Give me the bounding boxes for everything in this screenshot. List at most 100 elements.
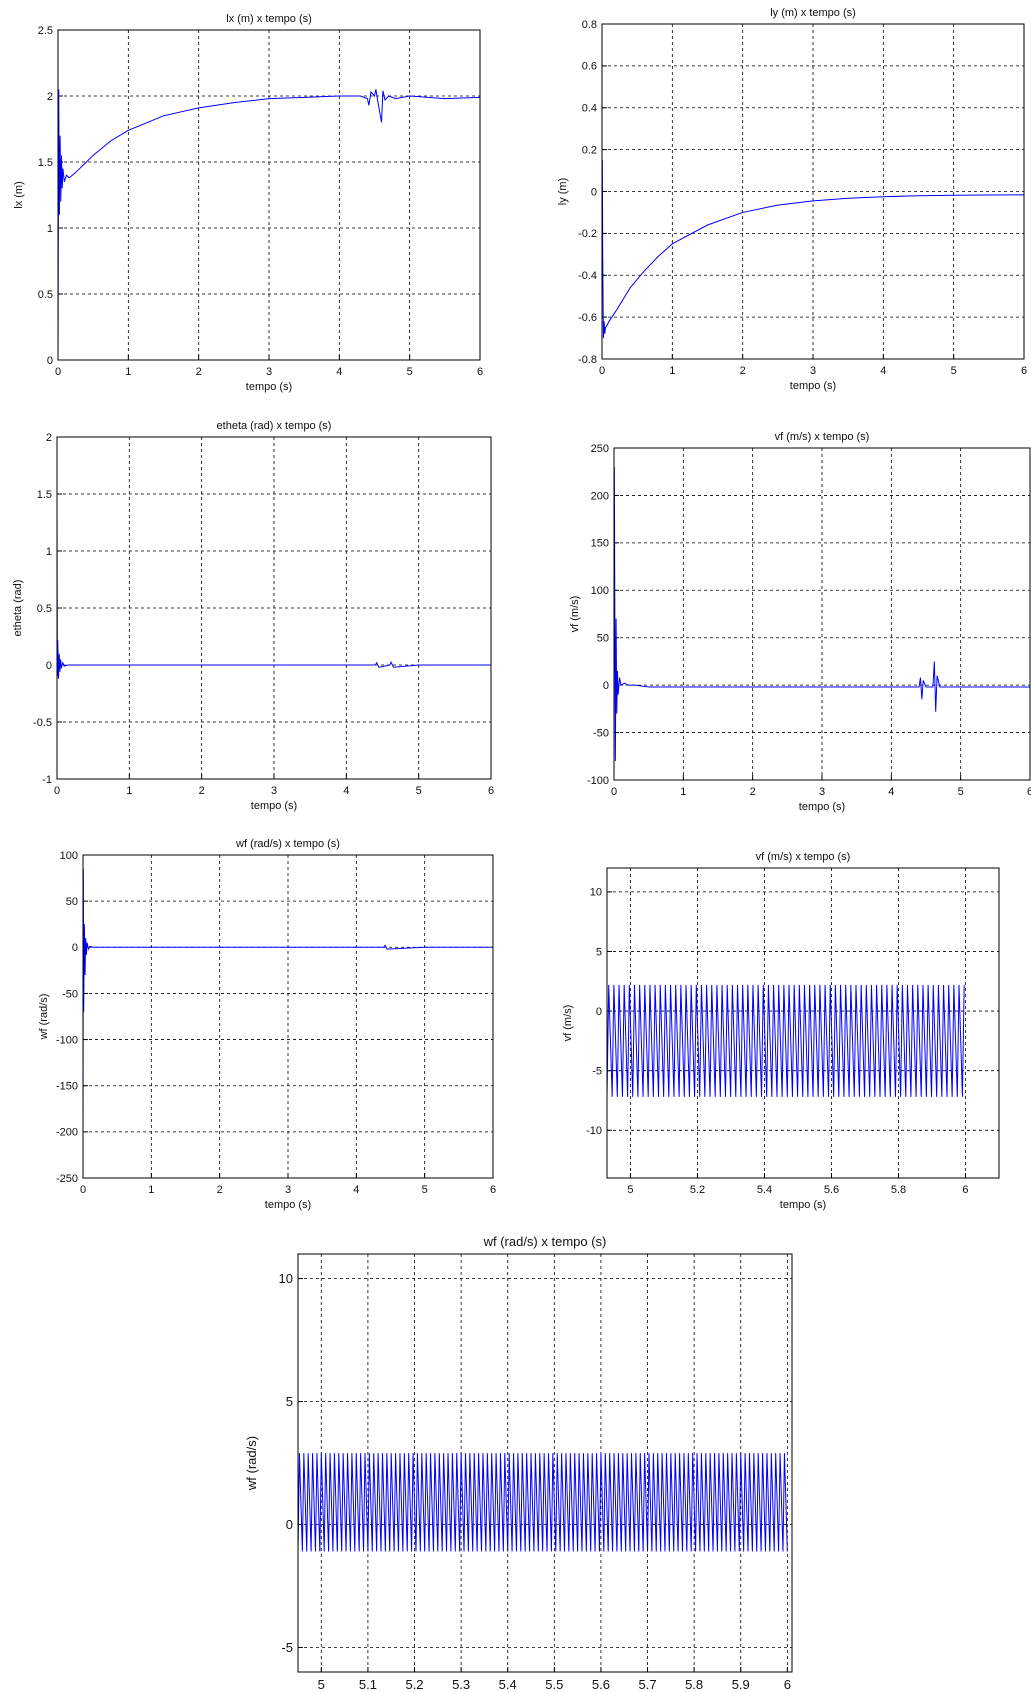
y-tick-label: 0 bbox=[596, 1006, 602, 1018]
x-tick-label: 6 bbox=[962, 1184, 968, 1196]
y-tick-label: -150 bbox=[56, 1081, 78, 1093]
y-axis-label: wf (rad/s) bbox=[38, 994, 50, 1041]
x-tick-label: 6 bbox=[477, 366, 483, 378]
y-tick-label: 150 bbox=[591, 538, 609, 550]
y-tick-label: 5 bbox=[596, 946, 602, 958]
x-tick-label: 3 bbox=[285, 1184, 291, 1196]
x-axis-label: tempo (s) bbox=[251, 800, 297, 812]
y-axis-label: vf (m/s) bbox=[562, 1005, 574, 1042]
y-tick-label: -0.6 bbox=[578, 312, 597, 324]
x-axis-label: tempo (s) bbox=[790, 380, 836, 392]
x-tick-label: 5.8 bbox=[685, 1677, 703, 1692]
y-tick-label: -5 bbox=[281, 1640, 293, 1655]
y-tick-label: -5 bbox=[592, 1066, 602, 1078]
y-tick-label: 0 bbox=[46, 660, 52, 672]
series-line bbox=[602, 160, 1024, 339]
x-tick-label: 4 bbox=[343, 785, 349, 797]
x-tick-label: 0 bbox=[599, 365, 605, 377]
chart-5: 0 1 2 3 4 5 6 -250 -200 -150 -100 -50 0 50 100 wf (rad/… bbox=[38, 838, 496, 1211]
x-tick-label: 1 bbox=[148, 1184, 154, 1196]
plot-area bbox=[607, 868, 999, 1178]
y-tick-label: 2.5 bbox=[38, 25, 53, 37]
x-tick-label: 0 bbox=[55, 366, 61, 378]
y-tick-label: 1.5 bbox=[38, 157, 53, 169]
y-tick-label: -10 bbox=[586, 1125, 602, 1137]
y-tick-label: 0 bbox=[286, 1517, 293, 1532]
x-tick-label: 2 bbox=[740, 365, 746, 377]
axes-frame bbox=[56, 436, 492, 780]
x-tick-label: 5.2 bbox=[690, 1184, 705, 1196]
y-tick-label: -100 bbox=[587, 775, 609, 787]
chart-title: lx (m) x tempo (s) bbox=[226, 13, 312, 25]
y-tick-label: 10 bbox=[590, 887, 602, 899]
y-tick-label: 0 bbox=[591, 186, 597, 198]
y-axis-label: etheta (rad) bbox=[12, 580, 24, 637]
y-tick-label: -200 bbox=[56, 1127, 78, 1139]
y-tick-label: -250 bbox=[56, 1173, 78, 1185]
x-tick-label: 0 bbox=[611, 786, 617, 798]
x-tick-label: 4 bbox=[888, 786, 894, 798]
y-tick-label: 0 bbox=[47, 355, 53, 367]
x-tick-label: 4 bbox=[353, 1184, 359, 1196]
y-axis-label: vf (m/s) bbox=[569, 596, 581, 633]
x-tick-label: 3 bbox=[271, 785, 277, 797]
x-tick-label: 3 bbox=[810, 365, 816, 377]
y-tick-label: -0.8 bbox=[578, 354, 597, 366]
y-tick-label: -100 bbox=[56, 1034, 78, 1046]
chart-title: vf (m/s) x tempo (s) bbox=[756, 851, 851, 863]
x-tick-label: 6 bbox=[490, 1184, 496, 1196]
y-tick-label: -50 bbox=[593, 727, 609, 739]
chart-3: 0 1 2 3 4 5 6 -1 -0.5 0 0.5 1 1.5 2 etheta (rad) x tem… bbox=[12, 420, 494, 812]
y-tick-label: 50 bbox=[597, 633, 609, 645]
y-axis-label: lx (m) bbox=[13, 181, 25, 209]
y-tick-label: 100 bbox=[60, 850, 78, 862]
x-tick-label: 5.4 bbox=[757, 1184, 772, 1196]
y-tick-label: 0 bbox=[72, 942, 78, 954]
x-tick-label: 5.5 bbox=[545, 1677, 563, 1692]
x-axis-label: tempo (s) bbox=[246, 381, 292, 393]
y-tick-label: -0.4 bbox=[578, 270, 597, 282]
series-line bbox=[614, 466, 1030, 762]
axes-frame bbox=[601, 23, 1025, 360]
x-tick-label: 5.2 bbox=[405, 1677, 423, 1692]
x-tick-label: 1 bbox=[669, 365, 675, 377]
x-tick-label: 5.1 bbox=[359, 1677, 377, 1692]
y-tick-label: 250 bbox=[591, 443, 609, 455]
chart-title: wf (rad/s) x tempo (s) bbox=[483, 1234, 607, 1249]
plot-area bbox=[298, 1254, 792, 1672]
y-tick-label: 0.6 bbox=[582, 61, 597, 73]
x-tick-label: 5 bbox=[407, 366, 413, 378]
x-tick-label: 2 bbox=[196, 366, 202, 378]
y-tick-label: -50 bbox=[62, 988, 78, 1000]
series-line bbox=[57, 493, 491, 679]
y-axis-label: ly (m) bbox=[557, 178, 569, 206]
x-tick-label: 4 bbox=[880, 365, 886, 377]
y-tick-label: -0.5 bbox=[33, 717, 52, 729]
x-tick-label: 4 bbox=[336, 366, 342, 378]
y-tick-label: 10 bbox=[279, 1271, 293, 1286]
x-tick-label: 5.4 bbox=[499, 1677, 517, 1692]
y-tick-label: 2 bbox=[46, 432, 52, 444]
x-tick-label: 5.9 bbox=[732, 1677, 750, 1692]
axes-frame bbox=[606, 867, 1000, 1179]
y-tick-label: 200 bbox=[591, 490, 609, 502]
y-tick-label: 1 bbox=[47, 223, 53, 235]
y-tick-label: 50 bbox=[66, 896, 78, 908]
chart-title: etheta (rad) x tempo (s) bbox=[217, 420, 332, 432]
y-tick-label: 0.2 bbox=[582, 144, 597, 156]
chart-7: 5 5.1 5.2 5.3 5.4 5.5 5.6 5.7 5.8 5.9 6 -5 0 5 10 wf (r… bbox=[244, 1234, 793, 1692]
y-tick-label: 0.5 bbox=[38, 289, 53, 301]
x-tick-label: 5 bbox=[958, 786, 964, 798]
chart-4: 0 1 2 3 4 5 6 -100 -50 0 50 100 150 200 250 vf (m/s) x … bbox=[569, 431, 1031, 813]
x-tick-label: 5.6 bbox=[592, 1677, 610, 1692]
x-tick-label: 5 bbox=[416, 785, 422, 797]
x-tick-label: 2 bbox=[217, 1184, 223, 1196]
y-tick-label: 0.8 bbox=[582, 19, 597, 31]
x-axis-label: tempo (s) bbox=[799, 801, 845, 813]
x-tick-label: 0 bbox=[54, 785, 60, 797]
axes-frame bbox=[297, 1253, 793, 1673]
series-line bbox=[58, 89, 480, 360]
plot-area bbox=[83, 855, 493, 1178]
x-tick-label: 3 bbox=[819, 786, 825, 798]
